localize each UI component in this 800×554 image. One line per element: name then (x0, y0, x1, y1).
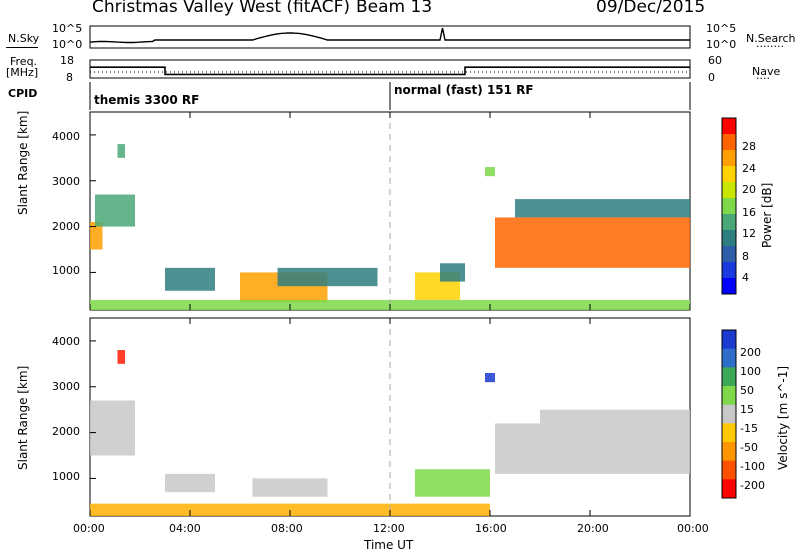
vel-cbar-cell-4 (722, 404, 736, 424)
vel-cbar-cell-1 (722, 348, 736, 368)
velocity-echo-region-1 (117, 350, 125, 364)
xtick-0400: 04:00 (169, 522, 201, 535)
freq-left-tick-low: 8 (66, 71, 73, 84)
power-echo-region-10 (515, 199, 690, 218)
power-cbar-tick-8: 8 (742, 250, 749, 263)
noise-panel-frame (89, 25, 691, 49)
freq-left-tick-high: 18 (60, 54, 74, 67)
vel-cbar-cell-8 (722, 479, 736, 499)
velocity-ytick-1000: 1000 (52, 470, 80, 483)
velocity-echo-region-5 (415, 469, 490, 497)
beam-label: Beam 13 (356, 0, 433, 17)
noise-sky-line (6, 47, 38, 48)
velocity-echo-region-6 (485, 373, 495, 383)
cpid-mode1: themis 3300 RF (94, 93, 200, 107)
power-cbar-tick-16: 16 (742, 206, 756, 219)
noise-left-tick-low: 10^0 (52, 38, 83, 51)
power-cbar-frame (721, 117, 737, 295)
power-cbar-cell-4 (722, 182, 736, 199)
freq-panel-frame (89, 59, 691, 79)
xtick-0800: 08:00 (271, 522, 303, 535)
velocity-echo-region-8 (540, 409, 690, 424)
vel-cbar-tick-m50: -50 (740, 441, 758, 454)
power-ytick-1000: 1000 (52, 264, 80, 277)
noise-right-tick-high: 10^5 (706, 22, 737, 35)
power-echo-region-7 (440, 263, 465, 282)
freq-right-tick-low: 0 (708, 71, 715, 84)
power-cbar-cell-9 (722, 262, 736, 279)
xtick-2000: 20:00 (577, 522, 609, 535)
xtick-1200: 12:00 (373, 522, 405, 535)
vel-cbar-cell-3 (722, 386, 736, 406)
vel-cbar-cell-6 (722, 442, 736, 462)
freq-step-line (90, 66, 690, 76)
power-cbar-tick-24: 24 (742, 162, 756, 175)
freq-right-tick-high: 60 (708, 54, 722, 67)
cpid-mode2: normal (fast) 151 RF (394, 83, 534, 97)
noise-left-tick-high: 10^5 (52, 22, 83, 35)
cpid-label: CPID (8, 87, 38, 100)
power-cbar-cell-8 (722, 246, 736, 263)
velocity-ytick-4000: 4000 (52, 335, 80, 348)
velocity-echo-region-3 (252, 478, 328, 497)
power-cbar-tick-12: 12 (742, 227, 756, 240)
freq-label: Freq. (10, 55, 38, 68)
noise-search-line: ........ (756, 37, 784, 50)
velocity-echo-region-7 (495, 423, 690, 474)
power-cbar-cell-10 (722, 278, 736, 295)
velocity-echo-region-0 (90, 400, 135, 456)
vel-cbar-tick-m200: -200 (740, 479, 765, 492)
nave-line: .... (756, 69, 770, 82)
velocity-echo-region-2 (165, 473, 215, 493)
vel-cbar-cell-2 (722, 367, 736, 387)
noise-sky-label: N.Sky (8, 32, 40, 45)
power-echo-region-0 (90, 222, 103, 250)
vel-cbar-tick-100: 100 (740, 365, 761, 378)
xtick-0000-end: 00:00 (677, 522, 709, 535)
date-label: 09/Dec/2015 (596, 0, 706, 17)
vel-cbar-frame (721, 329, 737, 499)
velocity-ytick-2000: 2000 (52, 425, 80, 438)
vel-cbar-tick-50: 50 (740, 384, 754, 397)
power-cbar-cell-3 (722, 166, 736, 183)
freq-unit-label: [MHz] (6, 66, 39, 79)
noise-search-label: N.Search (746, 32, 796, 45)
power-cbar-cell-7 (722, 230, 736, 247)
vel-cbar-tick-m100: -100 (740, 460, 765, 473)
power-echo-region-9 (495, 217, 690, 268)
vel-cbar-tick-200: 200 (740, 346, 761, 359)
noise-right-tick-low: 10^0 (706, 38, 737, 51)
power-ytick-4000: 4000 (52, 130, 80, 143)
vel-cbar-tick-m15: -15 (740, 422, 758, 435)
power-cbar-tick-4: 4 (742, 271, 749, 284)
power-echo-region-3 (165, 267, 215, 291)
power-echo-region-1 (95, 194, 135, 227)
xtick-0000: 00:00 (73, 522, 105, 535)
xaxis-label: Time UT (364, 538, 414, 552)
power-ytick-2000: 2000 (52, 220, 80, 233)
power-cbar-tick-20: 20 (742, 183, 756, 196)
power-echo-region-5 (277, 267, 378, 287)
power-cbar-cell-5 (722, 198, 736, 215)
vel-cbar-tick-15: 15 (740, 403, 754, 416)
chart-title: Christmas Valley West (fitACF) (92, 0, 351, 17)
power-echo-region-2 (117, 144, 125, 158)
power-cbar-cell-2 (722, 150, 736, 167)
power-cbar-tick-28: 28 (742, 140, 756, 153)
power-cbar-cell-1 (722, 134, 736, 151)
power-cbar-cell-0 (722, 118, 736, 135)
vel-cbar-cell-7 (722, 460, 736, 480)
power-echo-region-8 (485, 167, 495, 177)
vel-cbar-cell-5 (722, 423, 736, 443)
velocity-ytick-3000: 3000 (52, 380, 80, 393)
noise-sky-line-series (89, 27, 690, 44)
power-ytick-3000: 3000 (52, 175, 80, 188)
xtick-1600: 16:00 (475, 522, 507, 535)
vel-cbar-cell-0 (722, 330, 736, 350)
power-cbar-cell-6 (722, 214, 736, 231)
nave-label: Nave (752, 65, 781, 78)
